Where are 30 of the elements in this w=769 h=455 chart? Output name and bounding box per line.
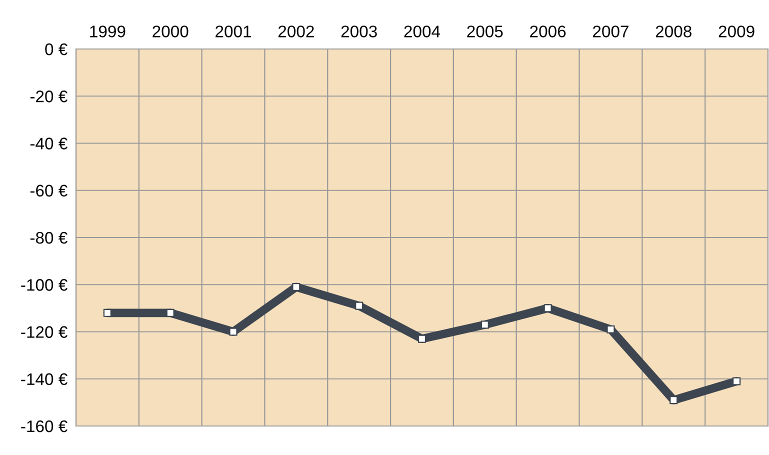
- y-tick-label: 0 €: [45, 43, 68, 56]
- point: [418, 334, 426, 343]
- point: [544, 304, 552, 312]
- x-tick-label: 2002: [278, 26, 314, 38]
- point: [166, 308, 174, 317]
- x-tick-label: 2008: [656, 26, 692, 38]
- y-tick-label: -160 €: [21, 420, 68, 432]
- x-tick-label: 2003: [341, 26, 377, 38]
- y-tick-label: -120 €: [21, 326, 68, 338]
- point: [606, 325, 615, 334]
- point: [480, 320, 489, 329]
- x-tick-label: 2009: [718, 26, 754, 38]
- x-tick-label: 2004: [404, 26, 440, 38]
- point: [732, 377, 741, 386]
- x-tick-label: 2000: [152, 26, 188, 38]
- x-tick-label: 2001: [216, 26, 251, 38]
- x-tick-label: 1999: [90, 26, 126, 38]
- x-tick-label: 2007: [593, 26, 628, 38]
- point: [670, 396, 678, 404]
- point: [103, 308, 112, 317]
- x-tick-label: 2005: [467, 26, 503, 38]
- y-tick-label: -100 €: [21, 279, 68, 291]
- y-tick-label: -60 €: [30, 184, 68, 197]
- y-tick-label: -20 €: [30, 90, 68, 102]
- point: [229, 328, 238, 336]
- y-tick-label: -140 €: [21, 373, 68, 386]
- y-tick-label: -80 €: [30, 232, 68, 244]
- y-tick-label: -40 €: [30, 138, 68, 150]
- x-tick-label: 2006: [530, 26, 566, 38]
- point: [355, 302, 364, 310]
